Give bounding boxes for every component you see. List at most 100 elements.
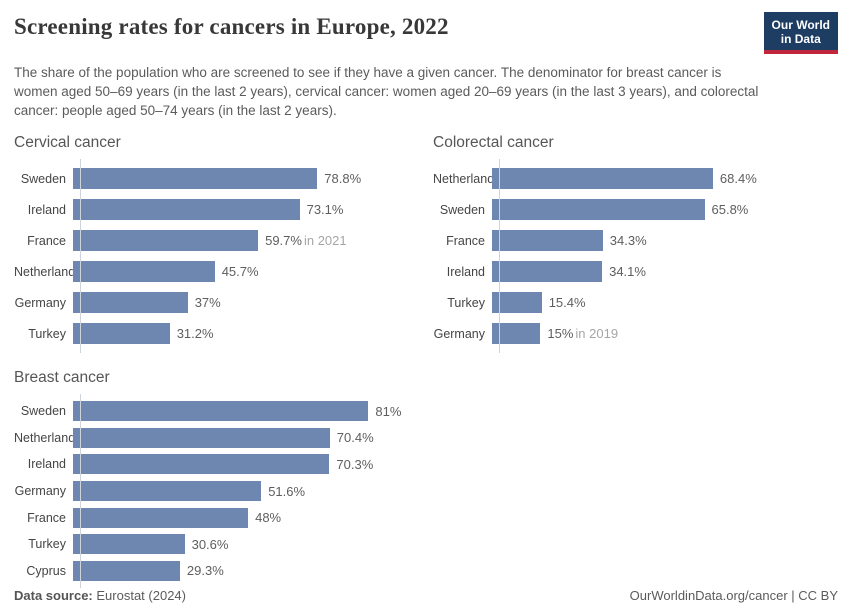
bar-row-germany: Germany 37% [14, 287, 420, 318]
page-title: Screening rates for cancers in Europe, 2… [14, 14, 449, 39]
chart-title-cervical: Cervical cancer [14, 134, 121, 151]
country-label: Sweden [439, 202, 485, 217]
bar-row-turkey: Turkey 31.2% [14, 318, 420, 349]
bar-row-netherlands: Netherlands 45.7% [14, 256, 420, 287]
country-label: Germany [14, 484, 66, 499]
value-label: 59.7% [265, 233, 302, 248]
bar-germany[interactable] [73, 292, 188, 313]
country-label: Sweden [20, 404, 66, 419]
bar-row-sweden: Sweden 78.8% [14, 163, 420, 194]
value-label: 45.7% [221, 264, 259, 279]
country-label: Turkey [447, 295, 485, 310]
header: Screening rates for cancers in Europe, 2… [14, 12, 838, 120]
chart-panel-breast: Breast cancer Sweden 81% Netherlands 70.4% I… [14, 368, 420, 589]
country-label: Ireland [27, 202, 66, 217]
bar-cyprus[interactable] [73, 560, 180, 581]
bar-sweden[interactable] [73, 168, 318, 189]
bar-row-ireland: Ireland 70.3% [14, 451, 420, 478]
bar-turkey[interactable] [73, 534, 185, 555]
bar-france[interactable] [492, 230, 603, 251]
data-source: Data source: Eurostat (2024) [14, 588, 186, 603]
country-label: Cyprus [26, 563, 66, 578]
chart-subtitle: The share of the population who are scre… [14, 65, 759, 118]
bar-turkey[interactable] [492, 292, 542, 313]
bar-germany[interactable] [73, 481, 262, 502]
charts-grid: Cervical cancer Sweden 78.8% Ireland 73.1% F… [14, 133, 838, 589]
bar-row-france: France 34.3% [433, 225, 838, 256]
grid-spacer [433, 368, 838, 588]
owid-logo: Our World in Data [763, 12, 838, 54]
plot-cervical: Sweden 78.8% Ireland 73.1% France 59.7% in 202… [14, 159, 420, 353]
plot-colorectal: Netherlands 68.4% Sweden 65.8% France 34.3% Ir… [433, 159, 838, 353]
plot-breast: Sweden 81% Netherlands 70.4% Ireland 70.3% Ger… [14, 394, 420, 589]
bar-sweden[interactable] [73, 401, 369, 422]
country-label: Netherlands [14, 264, 82, 279]
country-label: Ireland [27, 457, 66, 472]
bar-row-france: France 59.7% in 2021 [14, 225, 420, 256]
country-label: Turkey [28, 326, 66, 341]
bar-turkey[interactable] [73, 323, 170, 344]
bar-germany[interactable] [492, 323, 541, 344]
country-label: Netherlands [14, 430, 82, 445]
data-source-label: Data source: [14, 588, 93, 603]
bar-row-ireland: Ireland 34.1% [433, 256, 838, 287]
bar-sweden[interactable] [492, 199, 705, 220]
bar-row-netherlands: Netherlands 68.4% [433, 163, 838, 194]
bar-ireland[interactable] [492, 261, 603, 282]
value-label: 48% [255, 510, 282, 526]
bar-ireland[interactable] [73, 199, 300, 220]
value-label: 34.3% [609, 233, 647, 248]
bar-row-netherlands: Netherlands 70.4% [14, 425, 420, 452]
y-axis-line [80, 394, 81, 589]
bar-row-sweden: Sweden 81% [14, 398, 420, 425]
chart-panel-colorectal: Colorectal cancer Netherlands 68.4% Sweden… [433, 133, 838, 353]
value-label: 37% [194, 295, 221, 310]
y-axis-line [80, 159, 81, 353]
bar-row-sweden: Sweden 65.8% [433, 194, 838, 225]
value-label: 51.6% [268, 483, 306, 499]
bar-ireland[interactable] [73, 454, 330, 475]
country-label: Germany [14, 295, 66, 310]
country-label: Germany [433, 326, 485, 341]
bar-france[interactable] [73, 230, 259, 251]
chart-panel-cervical: Cervical cancer Sweden 78.8% Ireland 73.1% F… [14, 133, 420, 353]
value-label: 15% [547, 326, 574, 341]
bar-row-cyprus: Cyprus 29.3% [14, 558, 420, 585]
country-label: Turkey [28, 537, 66, 552]
country-label: France [27, 233, 66, 248]
country-label: France [446, 233, 485, 248]
owid-logo-line2: in Data [780, 32, 821, 46]
bar-france[interactable] [73, 507, 249, 528]
value-label: 30.6% [191, 536, 229, 552]
value-label: 70.4% [336, 430, 374, 446]
value-label: 78.8% [324, 171, 362, 186]
bar-netherlands[interactable] [492, 168, 713, 189]
bar-netherlands[interactable] [73, 427, 330, 448]
bar-row-germany: Germany 51.6% [14, 478, 420, 505]
value-label: 29.3% [186, 563, 224, 579]
value-label: 34.1% [609, 264, 646, 279]
bar-netherlands[interactable] [73, 261, 215, 282]
bar-row-germany: Germany 15% in 2019 [433, 318, 838, 349]
credit-line: OurWorldinData.org/cancer | CC BY [629, 588, 838, 603]
value-year-note: in 2019 [575, 326, 619, 341]
value-label: 15.4% [548, 295, 586, 310]
owid-logo-line1: Our World [771, 18, 830, 32]
bar-row-ireland: Ireland 73.1% [14, 194, 420, 225]
y-axis-line [499, 159, 500, 353]
value-label: 70.3% [336, 456, 374, 472]
value-label: 31.2% [176, 326, 214, 341]
value-label: 81% [375, 403, 402, 419]
chart-title-colorectal: Colorectal cancer [433, 134, 554, 151]
country-label: Sweden [20, 171, 66, 186]
country-label: Ireland [446, 264, 485, 279]
footer: Data source: Eurostat (2024) OurWorldinD… [14, 588, 838, 603]
bar-row-turkey: Turkey 30.6% [14, 531, 420, 558]
data-source-value: Eurostat (2024) [96, 588, 186, 603]
value-year-note: in 2021 [303, 233, 347, 248]
country-label: Netherlands [433, 171, 501, 186]
country-label: France [27, 510, 66, 525]
bar-row-turkey: Turkey 15.4% [433, 287, 838, 318]
value-label: 65.8% [711, 202, 749, 217]
